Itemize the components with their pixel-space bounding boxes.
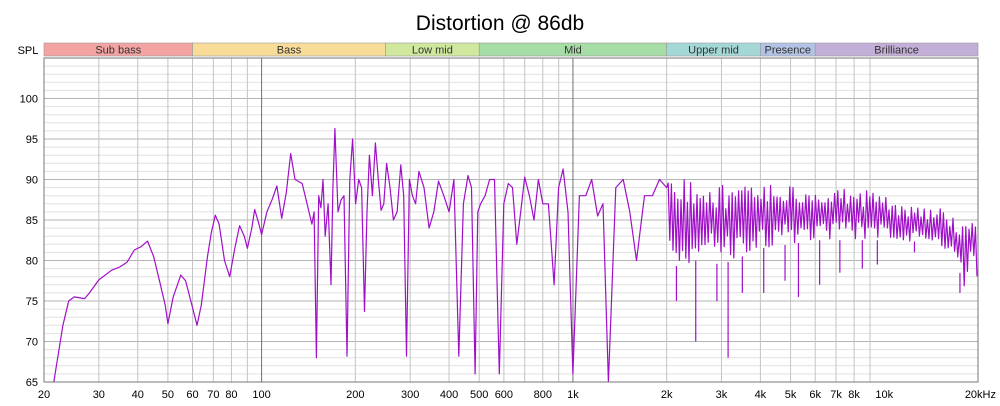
x-tick-label-12: 600 <box>495 389 513 401</box>
x-tick-label-21: 8k <box>848 389 860 401</box>
x-axis-tick-labels: 20 30 40 50 60 70 80 100 200 300 400 500 600 800 1k 2k 3… <box>38 389 996 401</box>
distortion-curve <box>53 127 978 383</box>
x-tick-label-15: 2k <box>661 389 673 401</box>
x-tick-label-17: 4k <box>755 389 767 401</box>
x-tick-label-19: 6k <box>809 389 821 401</box>
y-tick-label-1: 70 <box>26 337 38 349</box>
x-tick-label-18: 5k <box>785 389 797 401</box>
y-tick-label-3: 80 <box>26 256 38 268</box>
band-label-1: Bass <box>277 45 302 57</box>
x-tick-label-5: 70 <box>207 389 219 401</box>
x-tick-label-9: 300 <box>401 389 419 401</box>
x-tick-label-0: 20 <box>38 389 50 401</box>
y-tick-label-7: 100 <box>20 94 38 106</box>
x-tick-label-3: 50 <box>162 389 174 401</box>
band-label-5: Presence <box>765 45 811 57</box>
band-label-0: Sub bass <box>95 45 141 57</box>
x-tick-label-7: 100 <box>252 389 270 401</box>
plot-frame <box>43 57 979 383</box>
x-tick-label-22: 10k <box>875 389 893 401</box>
x-tick-label-14: 1k <box>567 389 579 401</box>
grid-lines <box>43 57 979 383</box>
x-tick-label-4: 60 <box>186 389 198 401</box>
frequency-band-strip: Sub bass Bass Low mid Mid Upper mid Presence B… <box>43 42 979 57</box>
band-label-6: Brilliance <box>874 45 919 57</box>
band-6 <box>814 42 979 57</box>
curve-path <box>53 127 978 383</box>
band-label-3: Mid <box>564 45 582 57</box>
x-tick-label-11: 500 <box>470 389 488 401</box>
x-tick-label-16: 3k <box>716 389 728 401</box>
x-tick-label-6: 80 <box>225 389 237 401</box>
x-tick-label-13: 800 <box>534 389 552 401</box>
y-tick-label-6: 95 <box>26 134 38 146</box>
y-tick-label-4: 85 <box>26 215 38 227</box>
x-tick-label-1: 30 <box>93 389 105 401</box>
x-tick-label-8: 200 <box>346 389 364 401</box>
x-tick-label-20: 7k <box>830 389 842 401</box>
chart-title: Distortion @ 86db <box>416 12 584 35</box>
band-label-4: Upper mid <box>688 45 739 57</box>
x-tick-label-23: 20kHz <box>965 389 996 401</box>
y-tick-label-0: 65 <box>26 377 38 389</box>
y-tick-label-2: 75 <box>26 296 38 308</box>
band-label-2: Low mid <box>412 45 453 57</box>
y-tick-label-5: 90 <box>26 175 38 187</box>
x-tick-label-2: 40 <box>132 389 144 401</box>
y-axis-unit-label: SPL <box>18 45 39 57</box>
x-tick-label-10: 400 <box>440 389 458 401</box>
y-axis-tick-labels: 65 70 75 80 85 90 95 100 <box>20 94 38 390</box>
